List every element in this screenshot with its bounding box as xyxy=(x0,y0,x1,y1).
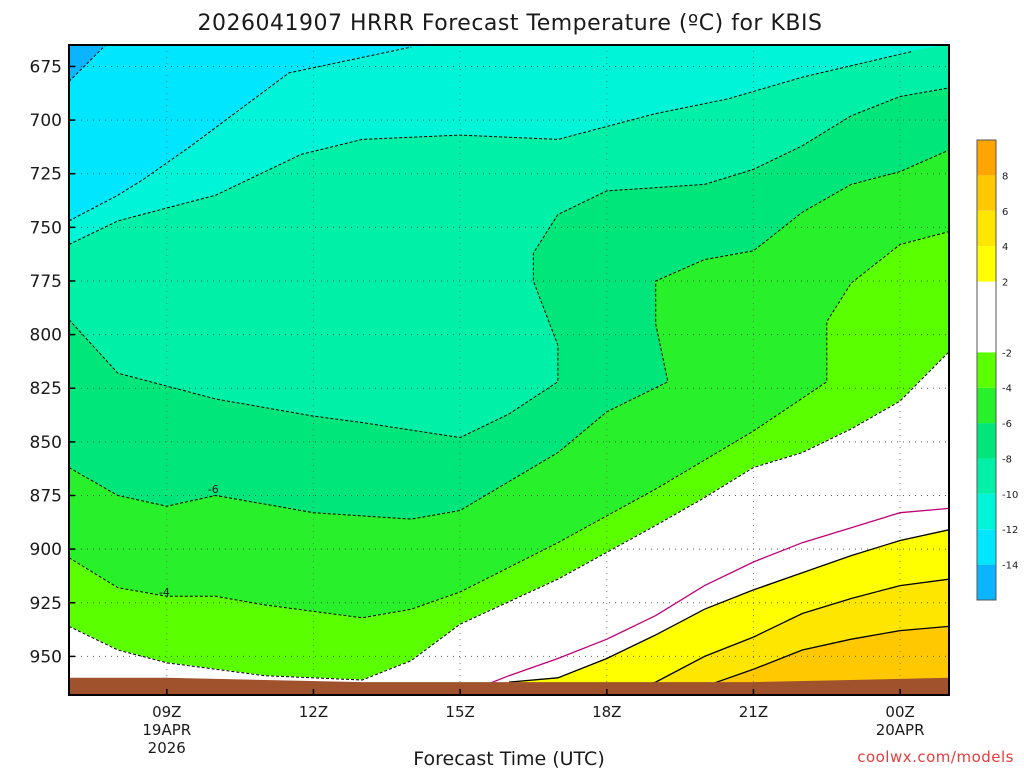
credit-text: coolwx.com/models xyxy=(857,748,1014,766)
colorbar-label: -12 xyxy=(1002,525,1018,536)
isotherm--8 xyxy=(69,87,949,439)
colorbar-label: 8 xyxy=(1002,171,1008,182)
terrain-layer xyxy=(69,677,949,695)
colorbar-label: 6 xyxy=(1002,207,1008,218)
colorbar-label: -10 xyxy=(1002,490,1018,501)
colorbar-bin xyxy=(977,458,996,494)
x-tick-label: 09Z xyxy=(152,703,181,721)
contour-label: -6 xyxy=(208,483,219,496)
isotherm--12 xyxy=(69,46,412,222)
y-tick-label: 850 xyxy=(30,433,62,453)
x-tick-label: 18Z xyxy=(592,703,621,721)
colorbar-bin xyxy=(977,246,996,282)
isotherm--4 xyxy=(69,231,949,619)
y-tick-label: 900 xyxy=(30,540,62,560)
isotherm-2 xyxy=(508,529,949,683)
x-tick-label: 21Z xyxy=(739,703,768,721)
y-tick-label: 775 xyxy=(30,272,62,292)
colorbar-label: -2 xyxy=(1002,348,1012,359)
colorbar-label: -8 xyxy=(1002,454,1012,465)
y-tick-label: 675 xyxy=(30,57,62,77)
colorbar-label: -4 xyxy=(1002,384,1012,395)
x-tick-label: 20APR xyxy=(876,721,925,739)
y-tick-label: 700 xyxy=(30,111,62,131)
y-tick-label: 875 xyxy=(30,486,62,506)
x-tick-label: 12Z xyxy=(299,703,328,721)
temperature-fill-regions xyxy=(69,45,949,695)
colorbar-bin xyxy=(977,529,996,565)
terrain-band xyxy=(69,677,949,695)
colorbar-label: 2 xyxy=(1002,278,1008,289)
y-tick-label: 925 xyxy=(30,594,62,614)
plot-frame xyxy=(68,44,950,696)
colorbar-bin xyxy=(977,423,996,459)
x-tick-label: 00Z xyxy=(885,703,914,721)
contour-label: -4 xyxy=(159,586,170,599)
isotherm-lines xyxy=(69,45,949,695)
colorbar-bin xyxy=(977,210,996,247)
colorbar-label: -14 xyxy=(1002,561,1018,572)
y-axis: 675 700 725 750 775 800 825 850 875 900 925 950 xyxy=(30,57,75,667)
colorbar-bin xyxy=(977,352,996,388)
isotherm-4 xyxy=(606,578,949,695)
isotherm-0 xyxy=(459,507,949,695)
grid-lines xyxy=(69,45,949,695)
y-tick-label: 825 xyxy=(30,379,62,399)
colorbar: -14 -12 -10 -8 -6 -4 -2 2 4 6 8 xyxy=(976,139,1018,601)
x-axis-label: Forecast Time (UTC) xyxy=(413,748,604,768)
isotherm--10 xyxy=(69,50,913,245)
colorbar-bin xyxy=(977,175,996,211)
y-tick-label: 800 xyxy=(30,326,62,346)
isotherm--14 xyxy=(69,45,107,82)
y-tick-label: 725 xyxy=(30,165,62,185)
colorbar-bin xyxy=(977,140,996,176)
x-tick-label: 15Z xyxy=(445,703,474,721)
colorbar-bin xyxy=(977,281,996,353)
colorbar-label: -6 xyxy=(1002,419,1012,430)
colorbar-label: 4 xyxy=(1002,242,1008,253)
colorbar-frame xyxy=(976,139,997,601)
x-tick-label: 2026 xyxy=(148,739,186,757)
colorbar-bin xyxy=(977,564,996,600)
chart-title: 2026041907 HRRR Forecast Temperature (ºC… xyxy=(198,11,823,36)
isotherm--2 xyxy=(69,351,949,681)
y-tick-label: 750 xyxy=(30,218,62,238)
x-tick-label: 19APR xyxy=(142,721,191,739)
y-tick-label: 950 xyxy=(30,647,62,667)
isotherm--6 xyxy=(69,149,949,520)
colorbar-bin xyxy=(977,493,996,530)
colorbar-bin xyxy=(977,387,996,424)
contour-labels: -6 -4 xyxy=(159,483,219,599)
